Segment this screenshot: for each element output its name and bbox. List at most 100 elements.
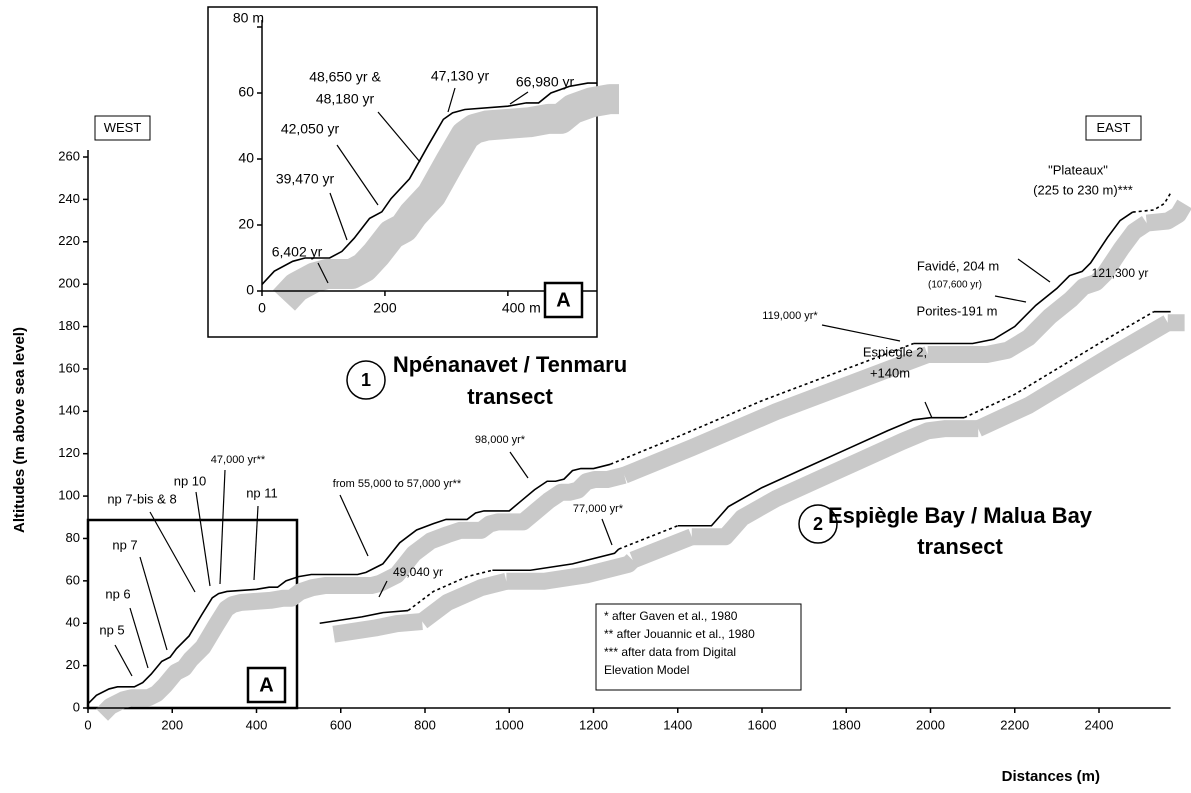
profile-line	[261, 82, 597, 285]
shade	[273, 84, 625, 311]
annotation: 121,300 yr	[1092, 266, 1149, 280]
x-tick-label: 0	[84, 717, 91, 732]
x-tick-label: 2000	[916, 717, 945, 732]
annotation: 6,402 yr	[272, 244, 323, 260]
x-axis-title: Distances (m)	[1002, 768, 1100, 785]
transect-name: transect	[917, 534, 1003, 559]
leader-line	[339, 494, 369, 557]
annotation: (107,600 yr)	[928, 280, 982, 291]
x-tick-label: 200	[161, 717, 183, 732]
leader-line	[129, 607, 149, 669]
side-box	[94, 115, 151, 141]
box-label-frame	[543, 281, 584, 319]
annotation: np 6	[105, 586, 130, 601]
y-tick-label: 120	[58, 445, 80, 460]
y-axis-title: Altitudes (m above sea level)	[11, 327, 28, 533]
note: *** after data from Digital	[604, 645, 736, 659]
profile-line	[492, 548, 620, 572]
annotation: (225 to 230 m)***	[1033, 182, 1133, 197]
y-tick-label: 20	[238, 216, 254, 232]
leader-line	[317, 262, 329, 284]
profile-line	[407, 569, 493, 612]
shade	[417, 573, 509, 629]
annotation: np 7	[112, 537, 137, 552]
leader-line	[994, 295, 1027, 303]
annotation: 98,000 yr*	[475, 434, 526, 446]
leader-line	[509, 91, 529, 105]
leader-line	[377, 111, 421, 163]
annotation: np 7-bis & 8	[107, 491, 176, 506]
transect-circle	[798, 504, 838, 544]
annotation: Porites-191 m	[917, 303, 998, 318]
shade	[927, 216, 1152, 363]
transect-name: Espiègle Bay / Malua Bay	[828, 503, 1093, 528]
y-tick-label: 0	[73, 699, 80, 714]
x-tick-label: 400 m	[502, 300, 541, 316]
annotation: 47,130 yr	[431, 68, 490, 84]
x-tick-label: 2400	[1085, 717, 1114, 732]
shade	[95, 467, 627, 721]
annotation: 47,000 yr**	[211, 454, 266, 466]
annotation: from 55,000 to 57,000 yr**	[333, 478, 462, 490]
side-box	[1085, 115, 1142, 141]
profile-line	[677, 416, 965, 527]
annotation: np 11	[246, 485, 278, 500]
shade	[691, 420, 979, 546]
inset-frame	[207, 6, 598, 338]
profile-line	[963, 311, 1155, 419]
y-tick-label: 220	[58, 233, 80, 248]
box-label: A	[556, 289, 570, 311]
shade	[506, 554, 639, 590]
transect-number: 1	[361, 370, 371, 390]
annotation: "Plateaux"	[1048, 162, 1108, 177]
annotation: Espiegle 2,	[863, 344, 927, 359]
annotation: Favidé, 204 m	[917, 258, 999, 273]
y-tick-label: 140	[58, 403, 80, 418]
profile-line	[618, 525, 679, 550]
x-tick-label: 1800	[832, 717, 861, 732]
leader-line	[219, 469, 226, 585]
leader-line	[378, 580, 388, 598]
profile-line	[1132, 192, 1172, 213]
y-tick-label: 40	[66, 615, 80, 630]
y-tick-label: 20	[66, 657, 80, 672]
y-tick-label: 260	[58, 148, 80, 163]
annotation: 66,980 yr	[516, 74, 575, 90]
profile-line	[610, 342, 914, 466]
box-label: A	[259, 674, 273, 696]
y-tick-label: 160	[58, 360, 80, 375]
x-tick-label: 1200	[579, 717, 608, 732]
box-label-frame	[246, 666, 287, 704]
x-tick-label: 2200	[1000, 717, 1029, 732]
leader-line	[447, 87, 456, 113]
transect-number: 2	[813, 514, 823, 534]
y-tick-label: 40	[238, 150, 254, 166]
side-label: EAST	[1097, 120, 1131, 135]
note: * after Gaven et al., 1980	[604, 609, 738, 623]
y-tick-label: 200	[58, 276, 80, 291]
profile-line	[87, 463, 611, 705]
leader-line	[139, 556, 168, 651]
y-tick-label: 0	[246, 282, 254, 298]
annotation: 49,040 yr	[393, 565, 443, 579]
leader-line	[601, 518, 613, 546]
shade	[974, 315, 1173, 437]
y-tick-label: 60	[66, 572, 80, 587]
y-tick-label: 100	[58, 488, 80, 503]
y-tick-label: 180	[58, 318, 80, 333]
annotation: np 5	[99, 622, 124, 637]
side-label: WEST	[104, 120, 142, 135]
annotation: 77,000 yr*	[573, 503, 624, 515]
leader-line	[329, 192, 348, 241]
y-tick-label: 240	[58, 191, 80, 206]
leader-line	[821, 324, 901, 342]
transect-name: Npénanavet / Tenmaru	[393, 352, 627, 377]
x-tick-label: 1600	[748, 717, 777, 732]
profile-line	[913, 211, 1134, 345]
leader-line	[195, 491, 211, 587]
leader-line	[149, 511, 196, 593]
shade	[621, 346, 931, 484]
x-tick-label: 600	[330, 717, 352, 732]
x-tick-label: 1000	[495, 717, 524, 732]
